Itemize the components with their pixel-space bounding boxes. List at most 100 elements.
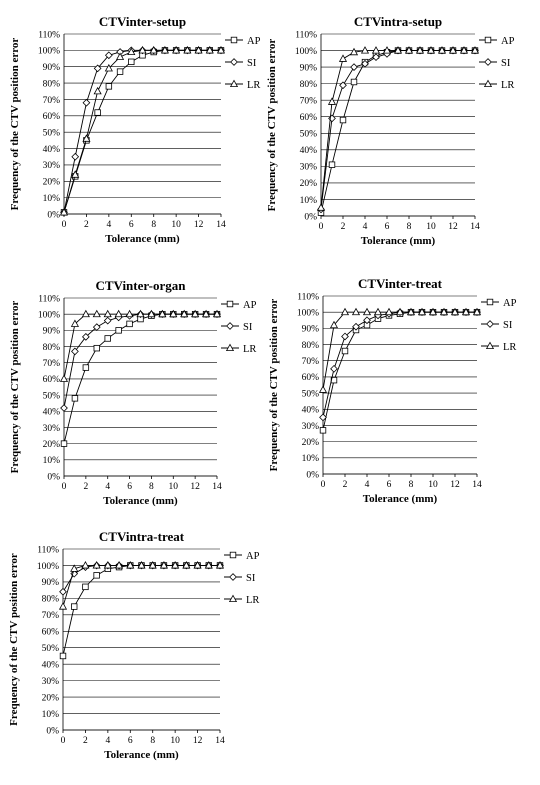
data-point: [171, 561, 180, 569]
series-ap: [319, 308, 481, 434]
data-point: [105, 83, 113, 90]
x-tick-label: 14: [472, 480, 482, 490]
series-ap: [59, 562, 224, 660]
data-point: [60, 404, 68, 412]
legend-item-ap: AP: [481, 298, 517, 309]
data-point: [103, 561, 112, 569]
data-point: [212, 309, 222, 318]
y-tick-label: 70%: [300, 96, 318, 106]
legend-label: AP: [503, 298, 517, 309]
series-lr: [58, 561, 225, 610]
y-tick-label: 10%: [302, 454, 320, 464]
legend-label: SI: [501, 58, 511, 69]
legend-marker: [485, 341, 495, 350]
x-axis-label: Tolerance (mm): [103, 495, 178, 507]
x-tick-label: 0: [319, 222, 324, 232]
y-tick-label: 100%: [38, 47, 60, 57]
y-tick-label: 90%: [302, 325, 320, 335]
data-point: [93, 86, 102, 95]
data-point: [318, 385, 328, 393]
legend-item-si: SI: [479, 58, 511, 69]
x-tick-label: 4: [106, 220, 111, 230]
x-tick-label: 4: [105, 736, 110, 746]
data-point: [363, 316, 371, 325]
series-lr: [318, 307, 482, 393]
data-point: [193, 561, 202, 569]
data-point: [128, 58, 135, 66]
data-point: [472, 307, 482, 316]
legend-item-lr: LR: [481, 341, 516, 353]
series-si: [60, 310, 221, 412]
data-point: [183, 45, 192, 54]
series-lr: [59, 45, 226, 216]
chart-panel-1: CTVinter-setup 0% 10% 20% 30% 40% 50% 60% 70% 80%…: [9, 14, 261, 245]
legend-label: LR: [247, 80, 260, 91]
y-tick-label: 100%: [38, 310, 60, 320]
y-tick-label: 80%: [42, 595, 60, 605]
y-tick-label: 0%: [304, 212, 317, 222]
y-tick-label: 100%: [37, 562, 59, 572]
x-tick-label: 0: [62, 482, 67, 492]
x-tick-label: 2: [83, 736, 88, 746]
data-point: [147, 309, 156, 318]
data-point: [148, 561, 157, 569]
data-point: [127, 47, 136, 55]
y-tick-label: 0%: [306, 470, 319, 480]
data-point: [92, 309, 101, 318]
x-tick-label: 12: [450, 480, 460, 490]
data-point: [149, 45, 158, 54]
x-tick-label: 6: [387, 480, 392, 490]
data-point: [341, 332, 349, 341]
x-tick-label: 6: [129, 220, 134, 230]
chart-panel-4: CTVinter-treat 0% 10% 20% 30% 40% 50% 60% 70% 80%…: [268, 276, 517, 505]
x-tick-label: 14: [216, 220, 226, 230]
legend-label: AP: [247, 36, 261, 47]
y-axis-label: Frequency of the CTV position error: [9, 38, 21, 211]
y-tick-label: 30%: [43, 161, 61, 171]
series-lr: [316, 46, 480, 211]
y-tick-label: 20%: [43, 440, 61, 450]
y-tick-label: 110%: [38, 294, 60, 304]
y-tick-label: 50%: [43, 391, 61, 401]
series-si: [60, 46, 225, 217]
data-point: [350, 78, 358, 86]
x-tick-label: 2: [343, 480, 348, 490]
data-point: [70, 319, 80, 327]
y-tick-label: 60%: [43, 375, 61, 385]
x-tick-label: 4: [363, 222, 368, 232]
y-tick-label: 40%: [43, 408, 61, 418]
x-axis-label: Tolerance (mm): [104, 749, 179, 761]
data-point: [461, 307, 471, 316]
data-point: [351, 307, 361, 316]
data-point: [395, 307, 405, 316]
series-line: [320, 50, 475, 208]
data-point: [216, 45, 226, 54]
data-point: [126, 561, 135, 569]
data-point: [92, 323, 101, 331]
data-point: [328, 161, 336, 168]
legend-label: LR: [243, 344, 256, 355]
series-line: [322, 311, 477, 431]
data-point: [360, 46, 370, 54]
x-tick-label: 2: [341, 222, 346, 232]
y-tick-label: 30%: [43, 424, 61, 434]
y-tick-label: 10%: [42, 710, 60, 720]
data-point: [191, 309, 200, 318]
y-tick-label: 80%: [43, 343, 61, 353]
data-point: [448, 46, 458, 54]
series-line: [320, 50, 475, 213]
y-tick-label: 100%: [295, 47, 317, 57]
y-tick-label: 100%: [297, 308, 319, 318]
y-tick-label: 20%: [43, 178, 61, 188]
x-tick-label: 6: [128, 736, 133, 746]
data-point: [137, 561, 146, 569]
x-tick-label: 14: [470, 222, 480, 232]
data-point: [125, 309, 134, 318]
data-point: [371, 46, 381, 54]
data-point: [470, 46, 480, 54]
data-point: [426, 46, 436, 54]
data-point: [82, 583, 89, 591]
y-tick-label: 40%: [300, 146, 318, 156]
y-tick-label: 40%: [42, 660, 60, 670]
